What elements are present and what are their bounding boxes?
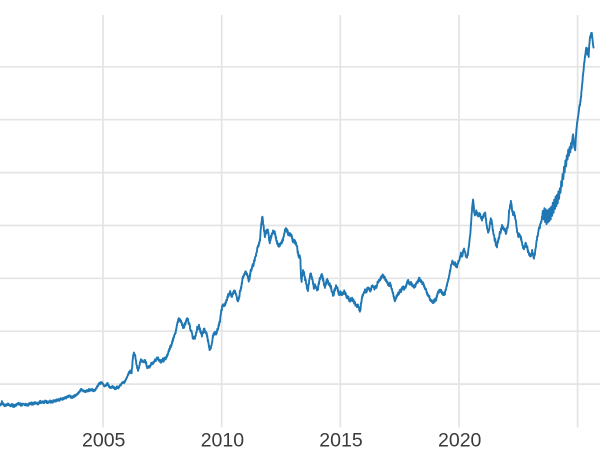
svg-text:2010: 2010 xyxy=(201,430,245,450)
svg-text:2020: 2020 xyxy=(438,430,482,450)
svg-text:2015: 2015 xyxy=(319,430,363,450)
svg-text:2005: 2005 xyxy=(82,430,126,450)
